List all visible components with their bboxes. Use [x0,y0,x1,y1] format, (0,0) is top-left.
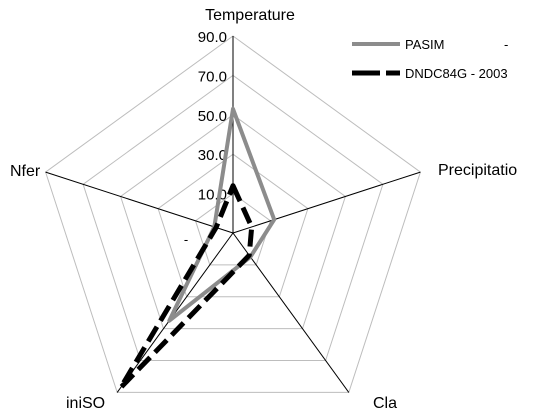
legend-label: PASIM [405,37,445,52]
axis-label: Nfer [10,163,41,180]
tick-label: 90.0 [198,29,227,46]
tick-label: - [184,232,188,247]
tick-label: 70.0 [198,68,227,85]
legend-label: DNDC84G - 2003 [405,66,508,81]
tick-label: 50.0 [198,108,227,125]
axis-label: Cla [373,395,397,411]
axis-label: iniSO [66,395,105,411]
legend-suffix: - [504,37,508,52]
tick-label: 10.0 [198,187,227,204]
axis-label: Temperature [205,7,295,24]
axis-label: Precipitatio [438,162,517,179]
